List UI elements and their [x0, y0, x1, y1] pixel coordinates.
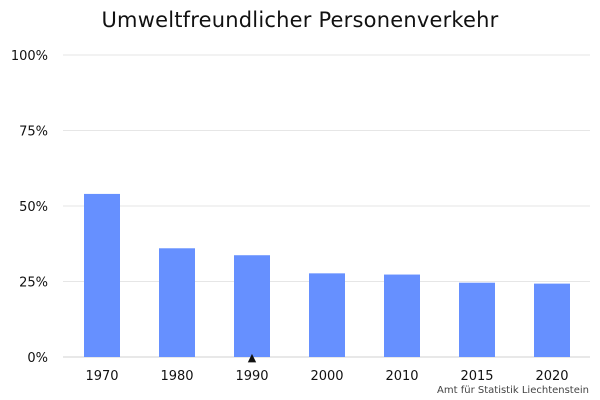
x-tick-label: 1990: [235, 369, 268, 384]
x-tick-label: 2015: [460, 369, 493, 384]
x-tick-label: 1970: [85, 369, 118, 384]
y-axis-tick-labels: 0% 25% 50% 75% 100%: [11, 49, 48, 366]
y-tick-label: 0%: [27, 351, 48, 366]
bar-2000: [309, 273, 345, 357]
bar-1990: [234, 255, 270, 357]
markers: ▲: [248, 351, 257, 364]
triangle-marker-icon: ▲: [248, 351, 257, 364]
bars: [84, 193, 570, 357]
x-tick-label: 1980: [160, 369, 193, 384]
y-tick-label: 25%: [19, 276, 48, 291]
y-tick-label: 100%: [11, 49, 48, 64]
x-axis-tick-labels: 1970 1980 1990 2000 2010 2015 2020: [85, 369, 568, 384]
x-tick-label: 2020: [535, 369, 568, 384]
y-tick-label: 75%: [19, 125, 48, 140]
x-tick-label: 2000: [310, 369, 343, 384]
y-tick-label: 50%: [19, 200, 48, 215]
bar-2010: [384, 274, 420, 357]
bar-2015: [459, 282, 495, 357]
bar-1980: [159, 248, 195, 357]
source-note: Amt für Statistik Liechtenstein: [437, 385, 589, 396]
bar-2020: [534, 283, 570, 357]
chart-title: Umweltfreundlicher Personenverkehr: [101, 8, 499, 32]
x-tick-label: 2010: [385, 369, 418, 384]
bar-1970: [84, 193, 120, 357]
